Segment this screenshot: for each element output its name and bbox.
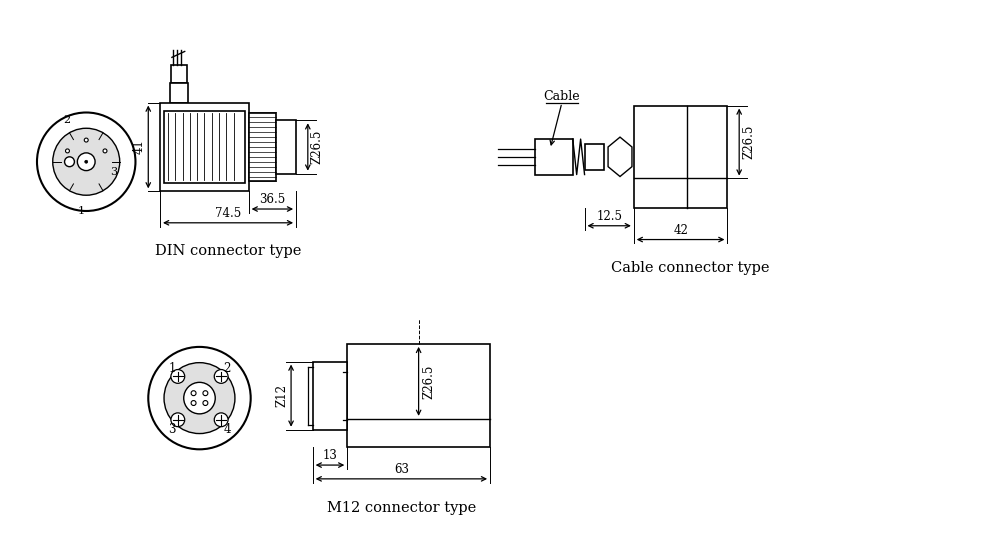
Text: 12.5: 12.5 (596, 210, 623, 223)
Text: 3: 3 (110, 167, 118, 177)
Circle shape (103, 149, 107, 153)
Bar (170, 83, 188, 103)
Text: 74.5: 74.5 (215, 207, 242, 220)
Text: 4: 4 (223, 423, 231, 436)
Circle shape (65, 157, 75, 167)
Text: Ζ26.5: Ζ26.5 (422, 364, 436, 399)
Text: M12 connector type: M12 connector type (327, 500, 476, 515)
Circle shape (171, 370, 185, 383)
Text: 3: 3 (168, 423, 176, 436)
Bar (276, 120, 296, 174)
Bar (584, 144, 604, 169)
Circle shape (171, 413, 185, 427)
Text: Cable connector type: Cable connector type (611, 261, 770, 275)
Bar (248, 113, 276, 182)
Text: 2: 2 (223, 362, 231, 375)
Bar (164, 111, 245, 183)
Circle shape (214, 413, 228, 427)
Circle shape (66, 149, 70, 153)
Circle shape (164, 362, 235, 433)
Circle shape (84, 160, 87, 163)
Circle shape (203, 400, 208, 405)
Bar (535, 139, 573, 174)
Text: 42: 42 (673, 224, 688, 236)
Text: 1: 1 (78, 206, 84, 216)
Text: 1: 1 (168, 362, 176, 375)
Circle shape (191, 390, 196, 395)
Circle shape (84, 138, 88, 142)
Bar (312, 362, 348, 430)
Bar (171, 65, 187, 83)
Circle shape (78, 153, 95, 170)
Text: 63: 63 (394, 463, 409, 476)
Text: 2: 2 (63, 116, 70, 125)
Text: Cable: Cable (544, 90, 580, 103)
Circle shape (184, 382, 215, 414)
Text: Ζ12: Ζ12 (275, 384, 288, 407)
Bar (348, 344, 490, 447)
Bar (633, 106, 728, 208)
Text: Ζ26.5: Ζ26.5 (742, 125, 755, 160)
Circle shape (203, 390, 208, 395)
Circle shape (148, 347, 250, 449)
Text: DIN connector type: DIN connector type (155, 244, 301, 258)
Bar (160, 103, 248, 191)
Text: Ζ26.5: Ζ26.5 (310, 130, 324, 164)
Circle shape (214, 370, 228, 383)
Circle shape (53, 128, 120, 195)
Polygon shape (608, 137, 632, 177)
Text: 36.5: 36.5 (259, 193, 286, 206)
Text: 41: 41 (133, 140, 145, 155)
Circle shape (191, 400, 196, 405)
Circle shape (37, 113, 136, 211)
Text: 13: 13 (322, 449, 338, 462)
